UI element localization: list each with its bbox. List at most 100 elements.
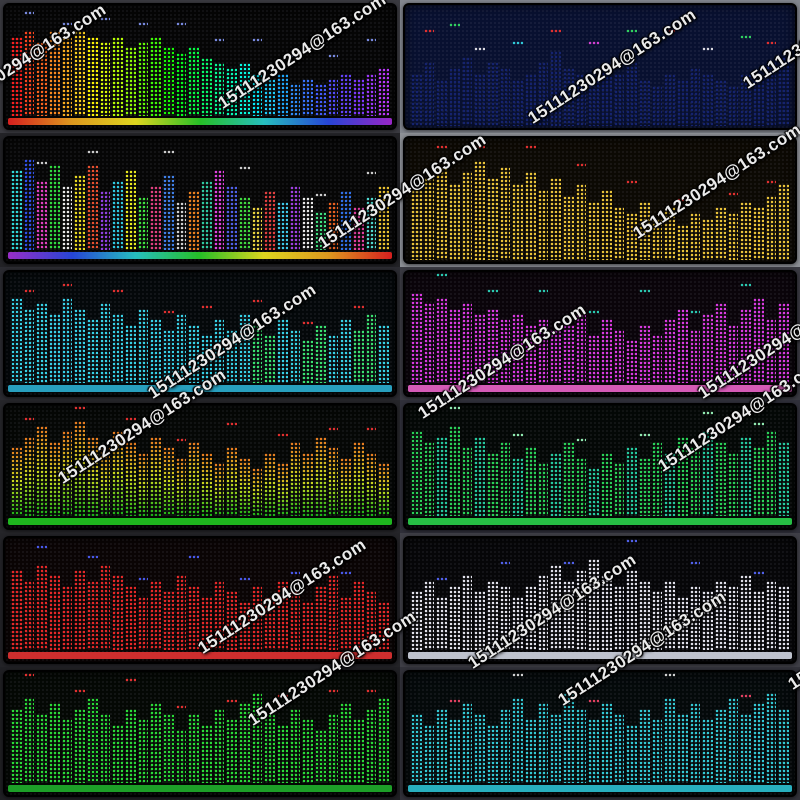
spectrum-bar bbox=[689, 703, 701, 783]
spectrum-bar bbox=[512, 596, 524, 650]
spectrum-column bbox=[365, 677, 377, 783]
spectrum-bar bbox=[411, 713, 422, 783]
spectrum-column bbox=[99, 410, 111, 517]
spectrum-column bbox=[175, 10, 187, 117]
spectrum-column bbox=[188, 677, 200, 783]
spectrum-column bbox=[213, 277, 225, 383]
spectrum-column bbox=[537, 277, 549, 383]
spectrum-bar bbox=[251, 207, 263, 250]
spectrum-bar bbox=[423, 441, 435, 517]
spectrum-column bbox=[512, 277, 524, 383]
spectrum-column bbox=[525, 143, 536, 260]
spectrum-bar bbox=[499, 708, 511, 783]
spectrum-bar bbox=[74, 569, 86, 650]
spectrum-column bbox=[512, 410, 524, 517]
spectrum-bar bbox=[188, 441, 200, 517]
spectrum-bar bbox=[689, 585, 701, 650]
spectrum-column bbox=[639, 277, 650, 383]
spectrum-column bbox=[487, 143, 498, 260]
spectrum-bar bbox=[588, 559, 600, 650]
peak-dot bbox=[302, 320, 314, 325]
spectrum-column bbox=[664, 277, 676, 383]
led-spectrum-panel-green bbox=[3, 669, 397, 797]
peak-dot bbox=[277, 693, 288, 698]
spectrum-bar bbox=[740, 436, 752, 517]
spectrum-column bbox=[378, 677, 390, 783]
spectrum-column bbox=[626, 277, 638, 383]
product-photo-cell-green-teal bbox=[400, 399, 800, 534]
peak-dot bbox=[423, 29, 435, 34]
spectrum-column bbox=[651, 410, 663, 517]
spectrum-bar bbox=[277, 73, 288, 117]
spectrum-column bbox=[715, 677, 726, 783]
spectrum-bar bbox=[727, 213, 739, 260]
spectrum-column bbox=[74, 277, 86, 383]
spectrum-column bbox=[11, 277, 22, 383]
spectrum-column bbox=[99, 10, 111, 117]
spectrum-bar bbox=[150, 436, 162, 517]
peak-dot bbox=[449, 405, 460, 410]
spectrum-column bbox=[61, 143, 73, 250]
peak-dot bbox=[175, 704, 187, 709]
spectrum-column bbox=[715, 543, 726, 650]
spectrum-bar bbox=[449, 184, 460, 260]
spectrum-bar bbox=[765, 62, 777, 127]
spectrum-column bbox=[61, 677, 73, 783]
spectrum-bar bbox=[601, 68, 612, 127]
peak-dot bbox=[765, 40, 777, 45]
spectrum-bar bbox=[664, 697, 676, 783]
peak-dot bbox=[137, 576, 149, 581]
product-photo-cell-white bbox=[400, 533, 800, 667]
spectrum-column bbox=[302, 10, 314, 117]
led-ambient-strip bbox=[8, 118, 392, 126]
spectrum-bar bbox=[411, 189, 422, 260]
spectrum-bar bbox=[512, 79, 524, 127]
spectrum-bar bbox=[715, 303, 726, 383]
spectrum-column bbox=[251, 143, 263, 250]
spectrum-bar bbox=[753, 297, 764, 383]
spectrum-column bbox=[740, 410, 752, 517]
spectrum-bar bbox=[365, 196, 377, 250]
spectrum-column bbox=[740, 143, 752, 260]
spectrum-bar bbox=[639, 79, 650, 127]
spectrum-column bbox=[563, 677, 574, 783]
peak-dot bbox=[664, 29, 676, 34]
spectrum-bar bbox=[487, 62, 498, 127]
spectrum-bar bbox=[765, 431, 777, 517]
spectrum-bar bbox=[239, 313, 250, 383]
spectrum-bar bbox=[36, 303, 48, 383]
spectrum-column bbox=[550, 543, 562, 650]
spectrum-column bbox=[487, 543, 498, 650]
spectrum-column bbox=[449, 10, 460, 127]
peak-dot bbox=[639, 288, 650, 293]
spectrum-column bbox=[537, 10, 549, 127]
spectrum-bar bbox=[765, 692, 777, 783]
spectrum-column bbox=[487, 410, 498, 517]
spectrum-bar bbox=[778, 303, 790, 383]
spectrum-column bbox=[651, 277, 663, 383]
spectrum-bar bbox=[626, 62, 638, 127]
spectrum-bar bbox=[499, 68, 511, 127]
spectrum-column bbox=[327, 277, 339, 383]
peak-dot bbox=[327, 53, 339, 58]
spectrum-column bbox=[423, 410, 435, 517]
peak-dot bbox=[702, 411, 714, 416]
spectrum-column bbox=[778, 543, 790, 650]
spectrum-bar bbox=[411, 591, 422, 650]
spectrum-column bbox=[601, 277, 612, 383]
spectrum-bar bbox=[411, 73, 422, 127]
spectrum-column bbox=[251, 543, 263, 650]
spectrum-column bbox=[613, 10, 625, 127]
spectrum-column bbox=[689, 677, 701, 783]
spectrum-column bbox=[702, 10, 714, 127]
spectrum-column bbox=[765, 143, 777, 260]
spectrum-bar bbox=[689, 68, 701, 127]
spectrum-column bbox=[689, 10, 701, 127]
spectrum-column bbox=[727, 410, 739, 517]
spectrum-bar bbox=[639, 708, 650, 783]
spectrum-column bbox=[74, 143, 86, 250]
spectrum-column bbox=[61, 543, 73, 650]
spectrum-column bbox=[378, 543, 390, 650]
spectrum-bar bbox=[353, 79, 364, 117]
